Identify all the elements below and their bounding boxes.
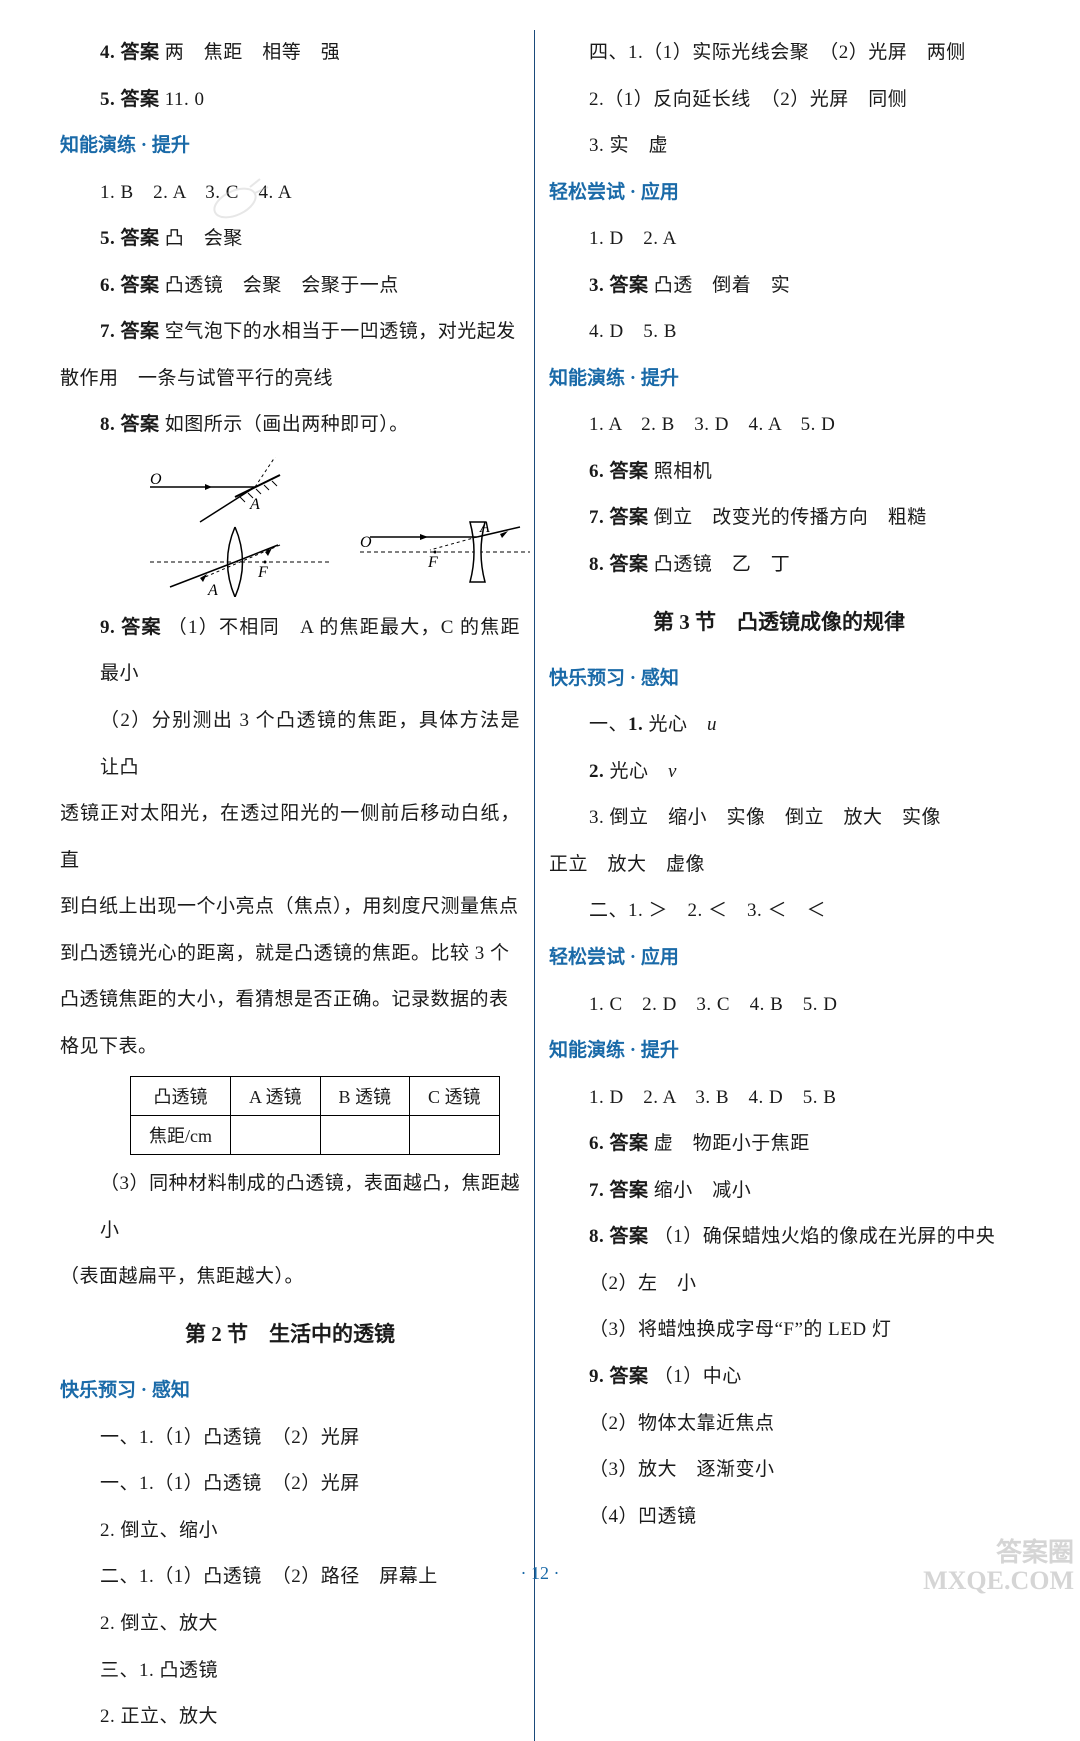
answer-line: 1. C 2. D 3. C 4. B 5. D	[549, 982, 1009, 1029]
table-row: 焦距/cm	[131, 1116, 500, 1155]
right-column: 四、1.（1）实际光线会聚 （2）光屏 两侧 2.（1）反向延长线 （2）光屏 …	[539, 30, 1019, 1741]
column-divider	[534, 30, 535, 1741]
watermark-text: 答案圈 MXQE.COM	[923, 1539, 1074, 1596]
watermark-line: 答案圈	[923, 1539, 1074, 1568]
answer-line: 5. 答案 11. 0	[60, 77, 520, 124]
section-heading: 快乐预习 · 感知	[60, 1368, 520, 1415]
answer-line: 3. 实 虚	[549, 123, 1009, 170]
table-cell	[320, 1116, 410, 1155]
section-heading: 知能演练 · 提升	[549, 1028, 1009, 1075]
page-number: · 12 ·	[0, 1563, 1080, 1584]
answer-line: （3）同种材料制成的凸透镜，表面越凸，焦距越小	[60, 1161, 520, 1254]
answer-line: （2）物体太靠近焦点	[549, 1401, 1009, 1448]
answer-line: （4）凹透镜	[549, 1494, 1009, 1541]
answer-line: （3）放大 逐渐变小	[549, 1447, 1009, 1494]
answer-line: 1. A 2. B 3. D 4. A 5. D	[549, 402, 1009, 449]
answer-line: 7. 答案 缩小 减小	[549, 1168, 1009, 1215]
answer-line: 到凸透镜光心的距离，就是凸透镜的焦距。比较 3 个	[60, 931, 520, 978]
answer-line: 1. D 2. A	[549, 216, 1009, 263]
answer-line: 凸透镜焦距的大小，看猜想是否正确。记录数据的表	[60, 977, 520, 1024]
answer-line: 1. D 2. A 3. B 4. D 5. B	[549, 1075, 1009, 1122]
svg-text:F: F	[427, 554, 438, 571]
answer-line: 7. 答案 空气泡下的水相当于一凹透镜，对光起发	[60, 309, 520, 356]
answer-line: 一、1.（1）凸透镜 （2）光屏	[60, 1427, 360, 1448]
answer-line: 四、1.（1）实际光线会聚 （2）光屏 两侧	[549, 30, 1009, 77]
section-heading: 轻松尝试 · 应用	[549, 935, 1009, 982]
table-cell	[231, 1116, 321, 1155]
answer-line: 6. 答案 虚 物距小于焦距	[549, 1121, 1009, 1168]
answer-line: 一、1.（1）凸透镜 （2）光屏	[60, 1461, 520, 1508]
svg-text:A: A	[207, 582, 218, 597]
answer-line: 2. 正立、放大	[60, 1694, 520, 1741]
answer-line: 2. 光心 v	[549, 749, 1009, 796]
answer-line: （2）分别测出 3 个凸透镜的焦距，具体方法是让凸	[60, 698, 520, 791]
left-column: 4. 答案 两 焦距 相等 强 5. 答案 11. 0 知能演练 · 提升 1.…	[50, 30, 530, 1741]
answer-line: 6. 答案 照相机	[549, 449, 1009, 496]
svg-text:O: O	[360, 534, 372, 551]
answer-line: 三、1. 凸透镜	[60, 1648, 520, 1695]
optics-diagram: O A A F	[150, 457, 530, 597]
section-heading: 快乐预习 · 感知	[549, 656, 1009, 703]
answer-line: 格见下表。	[60, 1024, 520, 1071]
table-cell: B 透镜	[320, 1077, 410, 1116]
answer-line: 8. 答案 凸透镜 乙 丁	[549, 542, 1009, 589]
answer-line: 4. 答案 两 焦距 相等 强	[60, 30, 520, 77]
answer-line: 到白纸上出现一个小亮点（焦点），用刻度尺测量焦点	[60, 884, 520, 931]
table-row: 凸透镜 A 透镜 B 透镜 C 透镜	[131, 1077, 500, 1116]
answer-line: （表面越扁平，焦距越大）。	[60, 1254, 520, 1301]
section-heading: 知能演练 · 提升	[549, 356, 1009, 403]
svg-text:A: A	[249, 496, 260, 513]
answer-line: 散作用 一条与试管平行的亮线	[60, 356, 520, 403]
answer-line: 9. 答案 （1）中心	[549, 1354, 1009, 1401]
svg-text:A: A	[479, 519, 490, 536]
answer-line: 8. 答案 如图所示（画出两种即可）。	[60, 402, 520, 449]
answer-line: 3. 倒立 缩小 实像 倒立 放大 实像	[549, 795, 1009, 842]
table-cell: C 透镜	[410, 1077, 500, 1116]
page: 4. 答案 两 焦距 相等 强 5. 答案 11. 0 知能演练 · 提升 1.…	[0, 0, 1080, 1741]
answer-line: 9. 答案 （1）不相同 A 的焦距最大，C 的焦距最小	[60, 605, 520, 698]
table-cell	[410, 1116, 500, 1155]
table-cell: A 透镜	[231, 1077, 321, 1116]
section-heading: 轻松尝试 · 应用	[549, 170, 1009, 217]
answer-line: 8. 答案 （1）确保蜡烛火焰的像成在光屏的中央	[549, 1214, 1009, 1261]
section-title: 第 2 节 生活中的透镜	[60, 1301, 520, 1368]
answer-line: 透镜正对太阳光，在透过阳光的一侧前后移动白纸，直	[60, 791, 520, 884]
answer-line: 正立 放大 虚像	[549, 842, 1009, 889]
answer-line: 二、1. ＞ 2. ＜ 3. ＜ ＜	[549, 888, 1009, 935]
watermark-icon	[200, 175, 280, 225]
table-cell: 焦距/cm	[131, 1116, 231, 1155]
svg-text:O: O	[150, 471, 162, 488]
watermark-line: MXQE.COM	[923, 1567, 1074, 1596]
section-title: 第 3 节 凸透镜成像的规律	[549, 589, 1009, 656]
answer-line: （3）将蜡烛换成字母“F”的 LED 灯	[549, 1307, 1009, 1354]
table-cell: 凸透镜	[131, 1077, 231, 1116]
answer-line: 6. 答案 凸透镜 会聚 会聚于一点	[60, 263, 520, 310]
answer-line: 一、1. 光心 u	[549, 702, 1009, 749]
answer-line: 2. 倒立、放大	[60, 1601, 520, 1648]
lens-table: 凸透镜 A 透镜 B 透镜 C 透镜 焦距/cm	[130, 1076, 500, 1155]
answer-line: 1. B 2. A 3. C 4. A	[60, 170, 520, 217]
answer-line: 2.（1）反向延长线 （2）光屏 同侧	[549, 77, 1009, 124]
answer-line: 2. 倒立、缩小	[60, 1508, 520, 1555]
answer-line: 4. D 5. B	[549, 309, 1009, 356]
section-heading: 知能演练 · 提升	[60, 123, 520, 170]
answer-line: 3. 答案 凸透 倒着 实	[549, 263, 1009, 310]
answer-line: 5. 答案 凸 会聚	[60, 216, 520, 263]
svg-text:F: F	[257, 564, 268, 581]
answer-line: 7. 答案 倒立 改变光的传播方向 粗糙	[549, 495, 1009, 542]
answer-line: （2）左 小	[549, 1261, 1009, 1308]
